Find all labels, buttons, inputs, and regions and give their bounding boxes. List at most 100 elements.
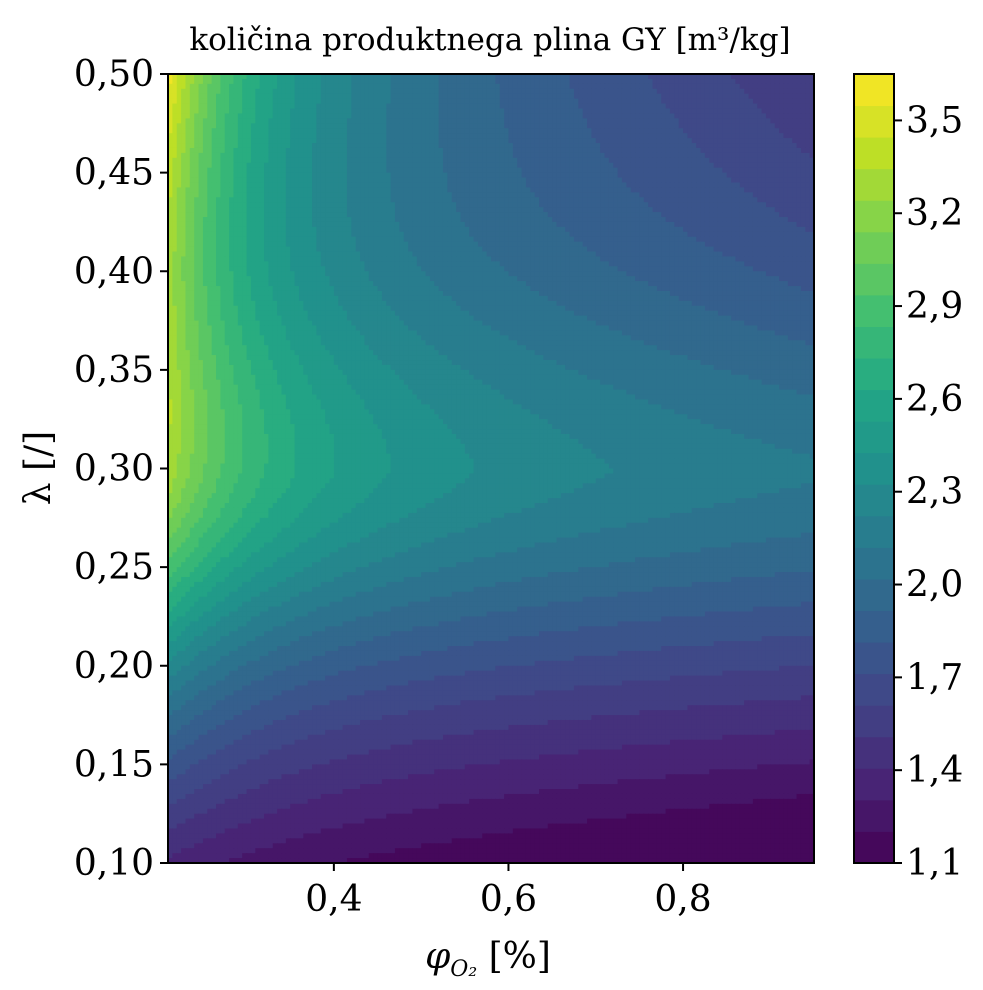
contour-cell bbox=[198, 138, 204, 144]
contour-cell bbox=[770, 212, 776, 218]
contour-cell bbox=[207, 212, 213, 218]
contour-cell bbox=[752, 133, 758, 139]
contour-cell bbox=[216, 167, 221, 174]
contour-cell bbox=[168, 108, 173, 115]
contour-cell bbox=[307, 212, 313, 218]
contour-cell bbox=[194, 207, 200, 213]
contour-cell bbox=[582, 167, 588, 174]
contour-cell bbox=[752, 98, 758, 105]
contour-cell bbox=[560, 78, 566, 85]
contour-cell bbox=[608, 172, 614, 179]
contour-cell bbox=[569, 221, 575, 228]
contour-cell bbox=[285, 113, 291, 119]
contour-cell bbox=[202, 78, 208, 85]
contour-cell bbox=[582, 162, 588, 169]
contour-cell bbox=[691, 231, 697, 238]
contour-cell bbox=[504, 226, 510, 233]
contour-cell bbox=[360, 177, 366, 184]
contour-cell bbox=[800, 147, 806, 154]
contour-cell bbox=[534, 88, 540, 95]
contour-cell bbox=[429, 78, 435, 85]
contour-cell bbox=[272, 187, 278, 193]
contour-cell bbox=[272, 231, 278, 238]
contour-cell bbox=[752, 197, 758, 203]
contour-cell bbox=[709, 167, 715, 174]
contour-cell bbox=[477, 167, 483, 174]
contour-cell bbox=[381, 74, 387, 80]
contour-cell bbox=[447, 202, 453, 208]
contour-cell bbox=[626, 143, 632, 149]
contour-cell bbox=[451, 143, 457, 149]
contour-cell bbox=[194, 74, 200, 80]
contour-cell bbox=[752, 78, 758, 85]
contour-cell bbox=[543, 78, 549, 85]
contour-cell bbox=[421, 98, 427, 105]
contour-cell bbox=[608, 187, 614, 193]
contour-cell bbox=[552, 226, 558, 233]
contour-cell bbox=[731, 231, 737, 238]
contour-cell bbox=[333, 157, 339, 164]
contour-cell bbox=[635, 147, 640, 154]
contour-cell bbox=[787, 83, 793, 90]
contour-cell bbox=[198, 207, 204, 213]
contour-cell bbox=[482, 128, 488, 134]
contour-cell bbox=[255, 236, 261, 243]
contour-cell bbox=[639, 157, 645, 164]
contour-cell bbox=[587, 207, 592, 213]
contour-cell bbox=[617, 197, 623, 203]
contour-cell bbox=[386, 88, 392, 95]
contour-cell bbox=[674, 118, 680, 124]
contour-cell bbox=[761, 74, 767, 80]
contour-cell bbox=[530, 162, 536, 169]
contour-cell bbox=[547, 152, 553, 159]
contour-cell bbox=[569, 231, 575, 238]
contour-cell bbox=[635, 98, 640, 105]
contour-cell bbox=[521, 103, 527, 110]
contour-cell bbox=[294, 74, 300, 80]
contour-cell bbox=[560, 74, 566, 80]
contour-cell bbox=[757, 221, 763, 228]
contour-cell bbox=[211, 138, 217, 144]
contour-cell bbox=[198, 157, 204, 164]
contour-cell bbox=[748, 152, 754, 159]
contour-cell bbox=[346, 202, 352, 208]
contour-cell bbox=[565, 207, 571, 213]
contour-cell bbox=[683, 113, 689, 119]
contour-cell bbox=[456, 162, 462, 169]
contour-cell bbox=[556, 207, 562, 213]
contour-cell bbox=[268, 103, 274, 110]
contour-cell bbox=[312, 192, 317, 198]
contour-cell bbox=[451, 152, 457, 159]
contour-cell bbox=[652, 221, 658, 228]
contour-cell bbox=[521, 177, 527, 184]
contour-cell bbox=[491, 226, 496, 233]
contour-cell bbox=[320, 78, 326, 85]
contour-cell bbox=[351, 212, 357, 218]
contour-cell bbox=[779, 83, 785, 90]
contour-cell bbox=[425, 236, 431, 243]
contour-cell bbox=[525, 74, 531, 80]
contour-cell bbox=[617, 74, 623, 80]
contour-cell bbox=[643, 157, 649, 164]
contour-cell bbox=[630, 182, 636, 189]
contour-cell bbox=[329, 123, 335, 129]
contour-cell bbox=[403, 113, 409, 119]
contour-cell bbox=[394, 226, 400, 233]
contour-cell bbox=[547, 128, 553, 134]
contour-cell bbox=[412, 197, 418, 203]
contour-cell bbox=[757, 177, 763, 184]
contour-cell bbox=[442, 236, 448, 243]
contour-cell bbox=[482, 167, 488, 174]
contour-cell bbox=[656, 103, 662, 110]
contour-cell bbox=[264, 197, 269, 203]
contour-cell bbox=[534, 212, 540, 218]
contour-cell bbox=[800, 93, 806, 100]
contour-cell bbox=[425, 74, 431, 80]
contour-cell bbox=[342, 162, 348, 169]
contour-cell bbox=[683, 118, 689, 124]
contour-cell bbox=[678, 152, 684, 159]
contour-cell bbox=[464, 162, 470, 169]
contour-cell bbox=[530, 123, 536, 129]
contour-cell bbox=[469, 113, 475, 119]
contour-cell bbox=[630, 231, 636, 238]
